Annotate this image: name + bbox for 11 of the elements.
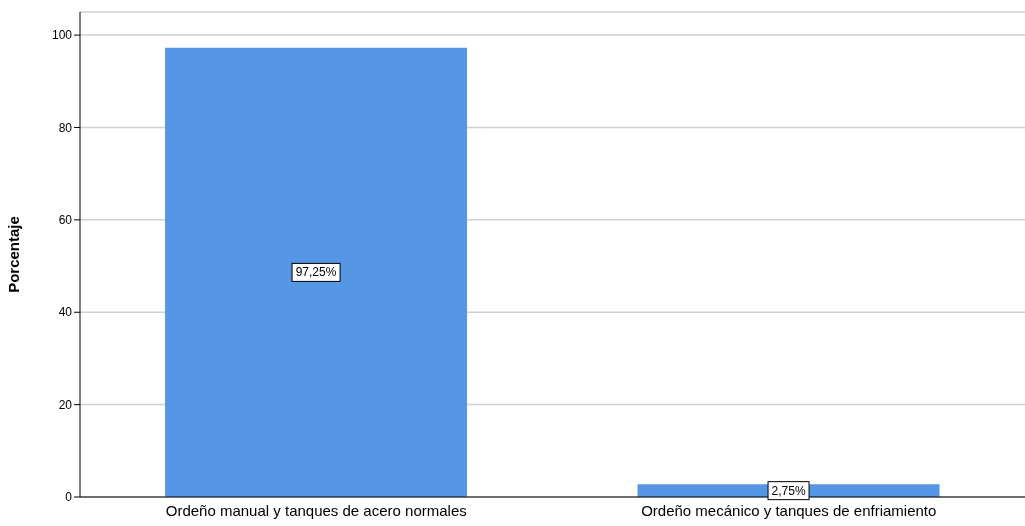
- y-tick-label: 0: [65, 490, 73, 505]
- x-tick-label: Ordeño manual y tanques de acero normales: [165, 501, 467, 519]
- y-axis-title: Porcentaje: [5, 216, 23, 293]
- data-label: 2,75%: [771, 483, 806, 498]
- y-tick-label: 80: [58, 120, 73, 135]
- data-label: 97,25%: [295, 265, 337, 280]
- x-tick-label: Ordeño mecánico y tanques de enfriamiento: [641, 501, 937, 519]
- y-tick-label: 40: [58, 305, 73, 320]
- y-tick-label: 20: [58, 397, 73, 412]
- y-tick-label: 100: [51, 28, 73, 43]
- y-tick-label: 60: [58, 213, 73, 228]
